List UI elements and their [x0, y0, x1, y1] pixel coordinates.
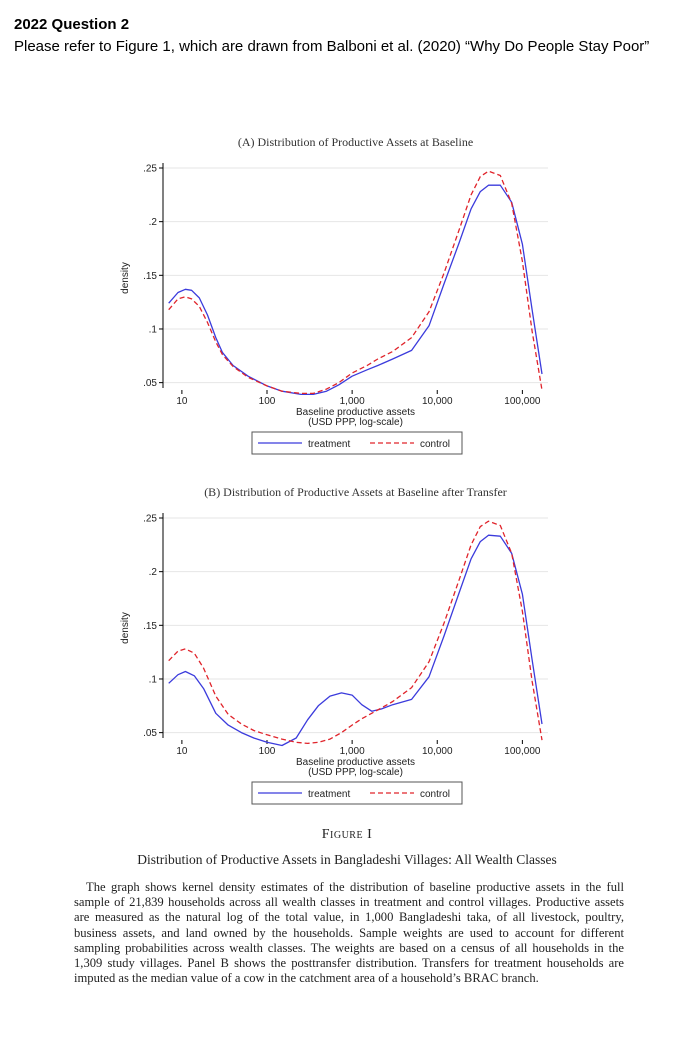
x-tick-label: 100,000: [504, 746, 541, 757]
chart-panel-b: (B) Distribution of Productive Assets at…: [120, 485, 548, 805]
y-tick-label: .15: [143, 271, 157, 282]
y-tick-label: .05: [143, 728, 157, 739]
x-axis-label: Baseline productive assets: [296, 407, 415, 418]
y-tick-label: .25: [143, 164, 157, 175]
x-tick-label: 100: [259, 396, 276, 407]
x-axis-label: Baseline productive assets: [296, 757, 415, 768]
y-axis-label: density: [120, 262, 131, 294]
x-tick-label: 1,000: [340, 396, 365, 407]
x-tick-label: 10,000: [422, 396, 453, 407]
series-line-control: [168, 520, 543, 745]
y-tick-label: .1: [149, 324, 158, 335]
legend-label-control: control: [420, 439, 450, 450]
y-tick-label: .2: [149, 217, 158, 228]
chart-title: (B) Distribution of Productive Assets at…: [204, 485, 507, 499]
chart-panel-a: (A) Distribution of Productive Assets at…: [120, 135, 548, 455]
legend-box: [251, 431, 463, 455]
x-tick-label: 100,000: [504, 396, 541, 407]
question-title: 2022 Question 2: [14, 16, 130, 33]
legend-label-control: control: [420, 789, 450, 800]
legend-label-treatment: treatment: [308, 439, 350, 450]
figure-caption: The graph shows kernel density estimates…: [74, 880, 624, 986]
chart-title: (A) Distribution of Productive Assets at…: [238, 135, 473, 149]
y-tick-label: .1: [149, 674, 158, 685]
series-line-control: [168, 170, 543, 395]
y-tick-label: .2: [149, 567, 158, 578]
legend-label-treatment: treatment: [308, 789, 350, 800]
x-tick-label: 10: [176, 746, 188, 757]
y-tick-label: .05: [143, 378, 157, 389]
question-body: Please refer to Figure 1, which are draw…: [14, 38, 650, 55]
x-tick-label: 1,000: [340, 746, 365, 757]
x-tick-label: 10: [176, 396, 188, 407]
series-line-treatment: [168, 534, 543, 747]
legend-box: [251, 781, 463, 805]
legend: treatment control: [251, 781, 463, 805]
figure-title: Distribution of Productive Assets in Ban…: [137, 852, 557, 867]
x-axis-sublabel: (USD PPP, log-scale): [308, 767, 403, 778]
legend: treatment control: [251, 431, 463, 455]
x-tick-label: 100: [259, 746, 276, 757]
x-tick-label: 10,000: [422, 746, 453, 757]
y-tick-label: .15: [143, 621, 157, 632]
figure-number: Figure I: [321, 827, 373, 842]
y-axis-label: density: [120, 612, 131, 644]
x-axis-sublabel: (USD PPP, log-scale): [308, 417, 403, 428]
series-line-treatment: [168, 184, 543, 396]
y-tick-label: .25: [143, 514, 157, 525]
